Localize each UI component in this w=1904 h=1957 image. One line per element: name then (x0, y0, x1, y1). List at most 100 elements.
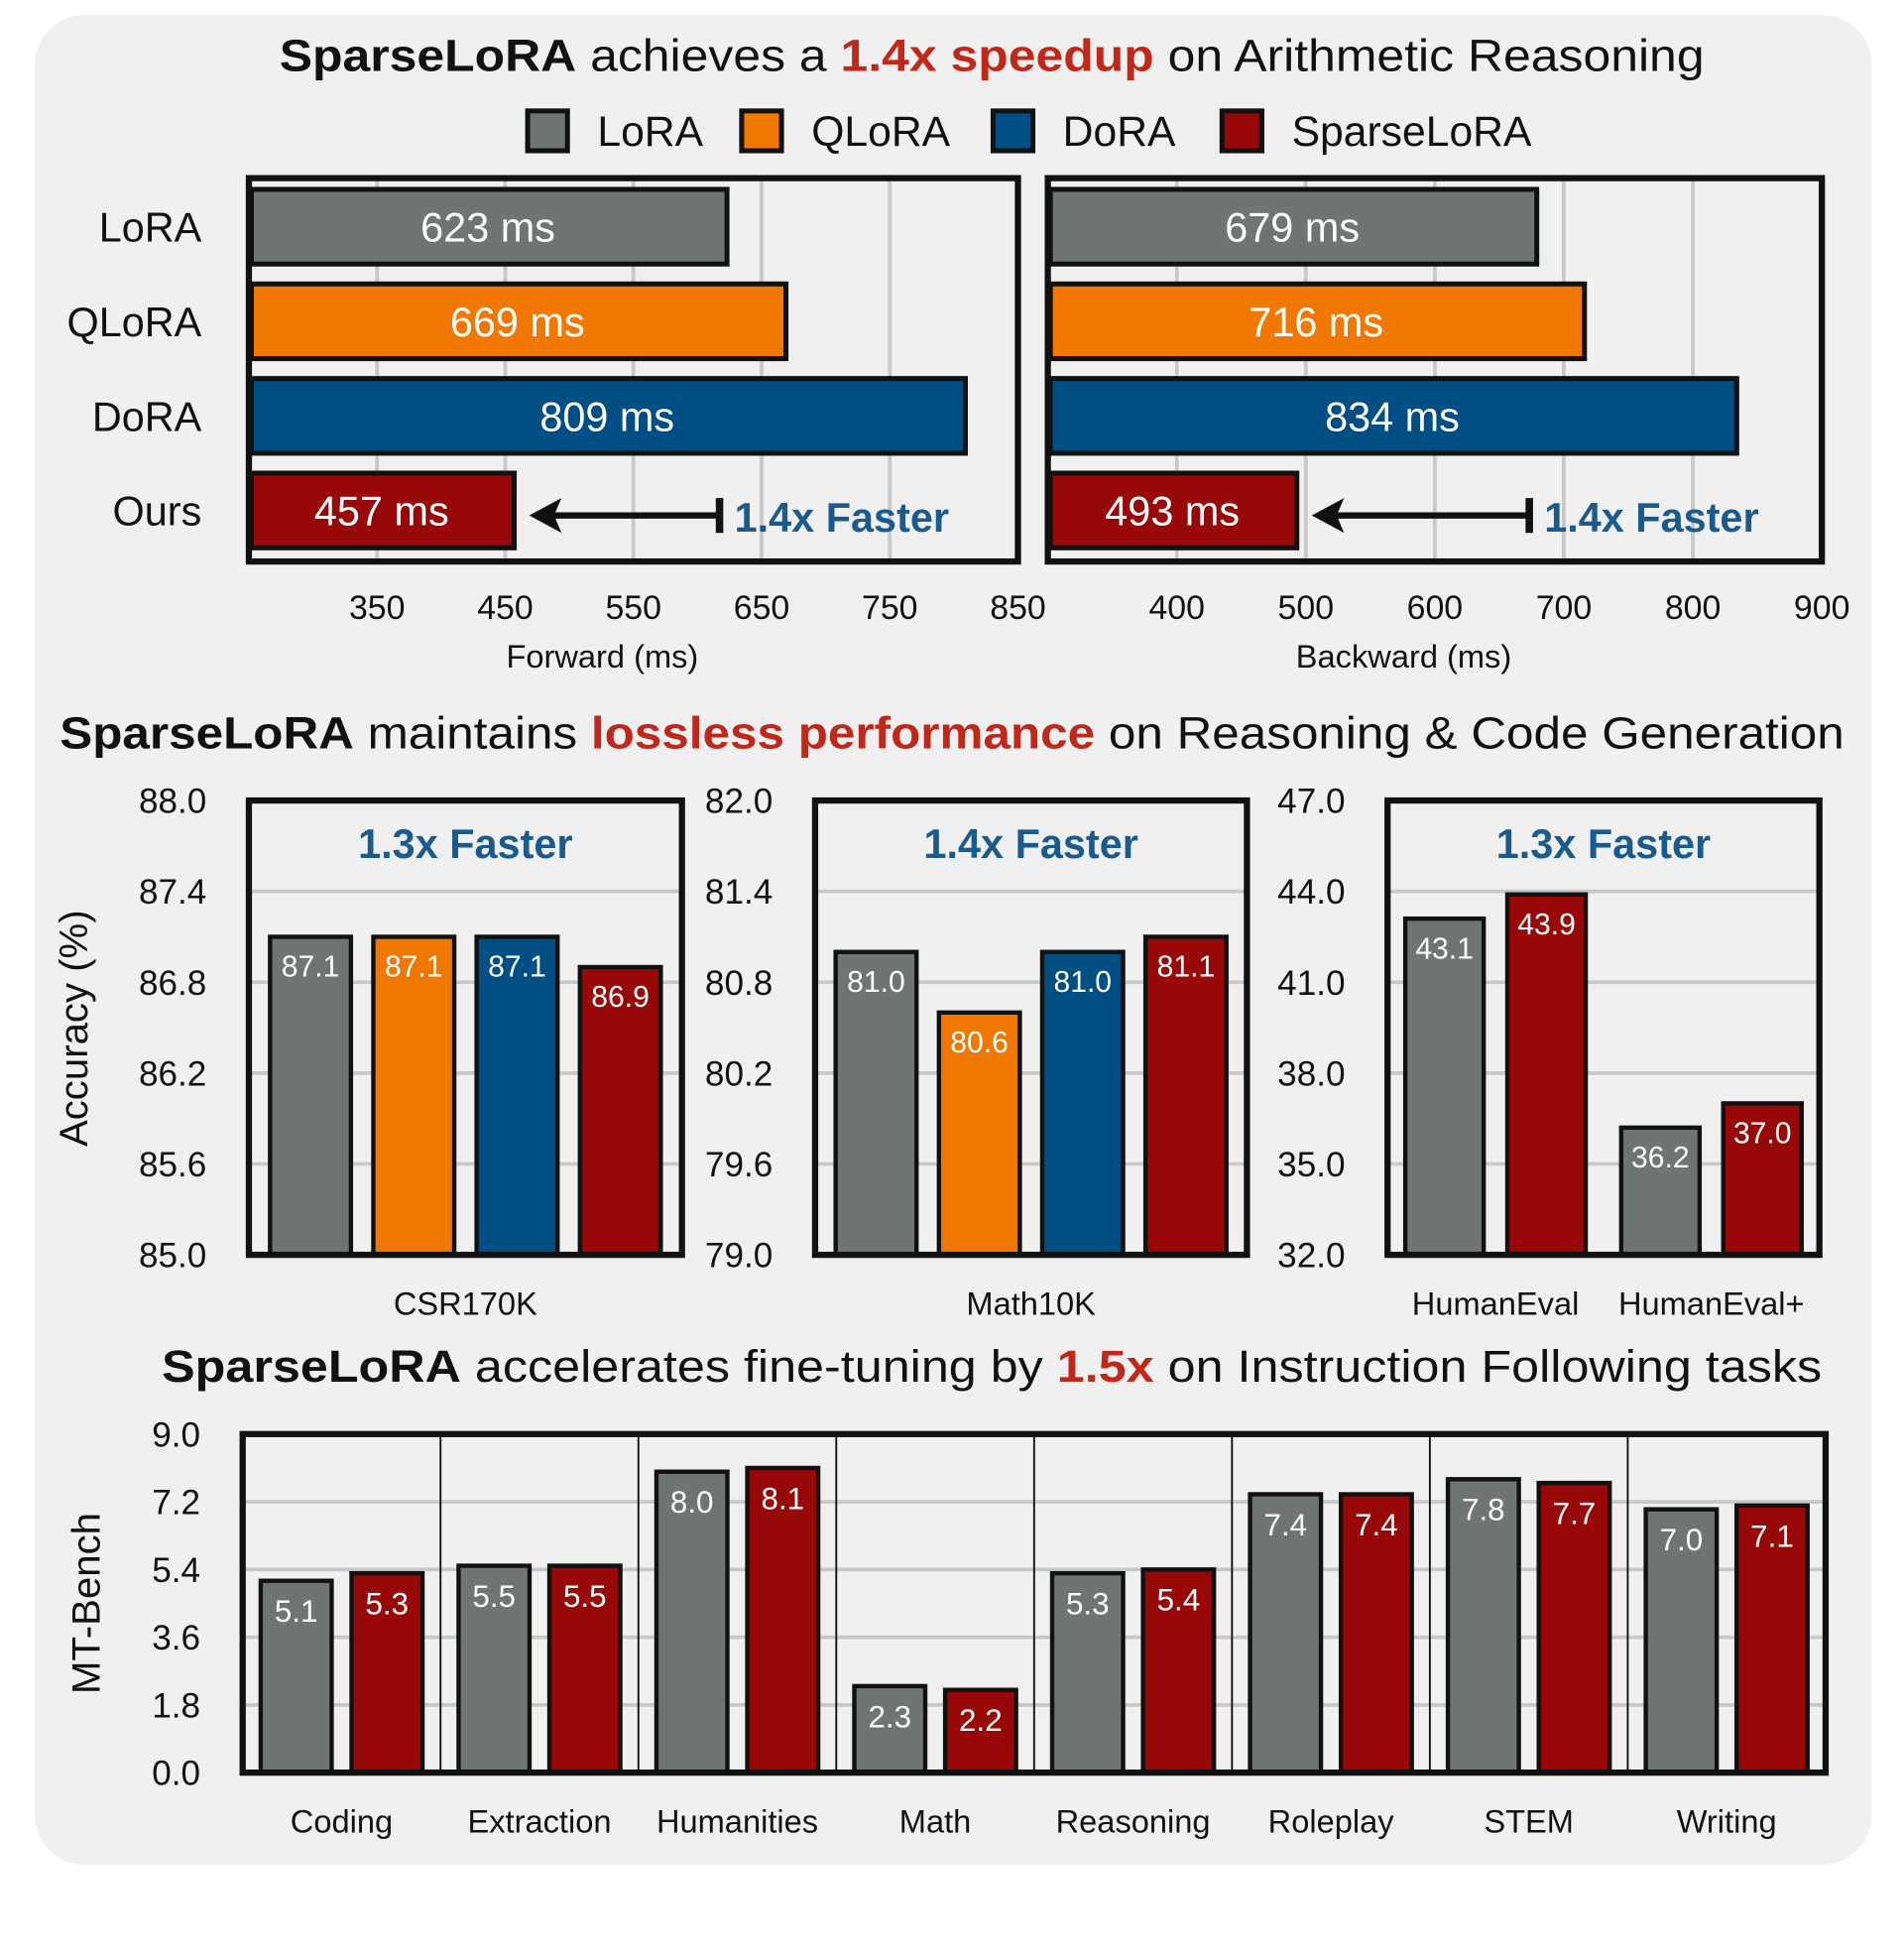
bar-lora (1402, 916, 1487, 1258)
plot-frame (245, 796, 685, 1259)
bar-value-label: 493 ms (1105, 489, 1240, 535)
y-category-label: DoRA (92, 394, 202, 439)
legend-swatch-lora (525, 108, 570, 154)
bar-lora (1248, 1492, 1324, 1775)
plot-frame (1384, 796, 1823, 1259)
bar-lora (852, 1683, 928, 1775)
bar-value-label: 36.2 (1631, 1142, 1690, 1174)
title-part: 1.5x (1057, 1341, 1154, 1392)
plot-frame (245, 175, 1021, 565)
x-category-label: Roleplay (1268, 1802, 1395, 1839)
speedup-annotation: 1.4x Faster (923, 821, 1137, 867)
title-part: 1.4x speedup (841, 31, 1154, 81)
bar-value-label: 669 ms (450, 300, 585, 345)
x-category-label: Math (899, 1802, 972, 1839)
bar-value-label: 5.3 (1066, 1587, 1110, 1622)
y-category-label: QLoRA (66, 300, 201, 345)
plot-frame (811, 796, 1250, 1259)
y-tick-label: 79.6 (705, 1146, 773, 1184)
y-tick-label: 7.2 (152, 1484, 200, 1523)
bar-value-label: 2.3 (868, 1699, 911, 1734)
title-part: achieves a (576, 31, 840, 81)
y-tick-label: 81.4 (705, 873, 773, 912)
bar-value-label: 5.5 (563, 1579, 607, 1614)
y-tick-label: 88.0 (139, 783, 206, 821)
bar-value-label: 809 ms (539, 394, 674, 439)
speedup-annotation: 1.3x Faster (1496, 821, 1711, 867)
speedup-annotation: 1.3x Faster (358, 821, 572, 867)
y-tick-label: 32.0 (1277, 1237, 1345, 1276)
plot-frame (239, 1430, 1830, 1776)
bar-value-label: 5.4 (1157, 1583, 1201, 1618)
bar-sparselora (1504, 892, 1589, 1258)
x-tick-label: 750 (862, 589, 918, 627)
bar-value-label: 87.1 (488, 951, 546, 984)
bar-lora (258, 1578, 334, 1775)
x-category-label: HumanEval+ (1618, 1284, 1805, 1321)
section-title-3: SparseLoRA accelerates fine-tuning by 1.… (162, 1341, 1822, 1392)
y-tick-label: 80.8 (705, 964, 773, 1003)
legend-label-qlora: QLoRA (811, 108, 950, 156)
bar-value-label: 8.0 (670, 1485, 714, 1520)
bar-value-label: 5.5 (472, 1579, 516, 1614)
x-category-label: Writing (1677, 1802, 1777, 1839)
bar-value-label: 81.1 (1157, 951, 1216, 984)
bar-value-label: 81.0 (1053, 966, 1112, 999)
bar-qlora (248, 281, 789, 362)
bar-lora (1643, 1507, 1720, 1775)
bar-qlora (371, 934, 457, 1258)
bar-value-label: 716 ms (1249, 300, 1383, 345)
y-tick-label: 86.8 (139, 964, 206, 1003)
speedup-annotation: 1.4x Faster (1544, 495, 1758, 541)
bar-value-label: 7.1 (1750, 1519, 1794, 1553)
bar-sparselora (1140, 1567, 1217, 1775)
x-tick-label: 850 (990, 589, 1046, 627)
y-tick-label: 79.0 (705, 1237, 773, 1276)
title-part: SparseLoRA (162, 1341, 461, 1392)
bar-lora (1047, 186, 1540, 267)
bar-ours (248, 470, 518, 550)
speedup-annotation: 1.4x Faster (735, 495, 949, 541)
legend-label-lora: LoRA (597, 108, 703, 156)
arrow-head-icon (1311, 498, 1345, 534)
title-part: SparseLoRA (60, 707, 354, 758)
x-tick-label: 400 (1148, 589, 1205, 627)
bar-value-label: 834 ms (1325, 394, 1460, 439)
x-tick-label: 550 (605, 589, 661, 627)
y-tick-label: 5.4 (152, 1551, 200, 1590)
y-tick-label: 44.0 (1277, 873, 1345, 912)
bar-lora (268, 934, 354, 1258)
y-tick-label: 9.0 (152, 1415, 200, 1454)
y-tick-label: 80.2 (705, 1054, 773, 1093)
x-category-label: STEM (1484, 1802, 1574, 1839)
y-tick-label: 85.0 (139, 1237, 206, 1276)
bar-value-label: 7.4 (1264, 1508, 1308, 1542)
x-category-label: Math10K (966, 1284, 1096, 1321)
y-tick-label: 87.4 (139, 873, 206, 912)
bar-value-label: 457 ms (314, 489, 449, 535)
bar-lora (248, 186, 730, 267)
legend-swatch-sparselora (1219, 108, 1264, 154)
x-axis-label: Forward (ms) (506, 638, 698, 674)
bar-value-label: 80.6 (950, 1027, 1009, 1059)
legend-label-sparselora: SparseLoRA (1292, 108, 1532, 156)
x-tick-label: 700 (1536, 589, 1593, 627)
x-tick-label: 800 (1665, 589, 1722, 627)
x-category-label: Humanities (656, 1802, 818, 1839)
bar-ours (1047, 470, 1300, 550)
bar-lora (1618, 1125, 1703, 1258)
bar-lora (456, 1563, 533, 1775)
bar-value-label: 8.1 (762, 1481, 805, 1516)
bar-value-label: 86.9 (591, 981, 650, 1014)
y-tick-label: 41.0 (1277, 964, 1345, 1003)
bar-dora (1047, 376, 1739, 456)
bar-value-label: 87.1 (282, 951, 340, 984)
bar-sparselora (1734, 1503, 1810, 1775)
y-axis-label: MT-Bench (63, 1513, 108, 1694)
bar-value-label: 7.8 (1462, 1493, 1505, 1528)
bar-dora (248, 376, 969, 456)
y-tick-label: 86.2 (139, 1054, 206, 1093)
title-part: lossless performance (591, 707, 1095, 758)
